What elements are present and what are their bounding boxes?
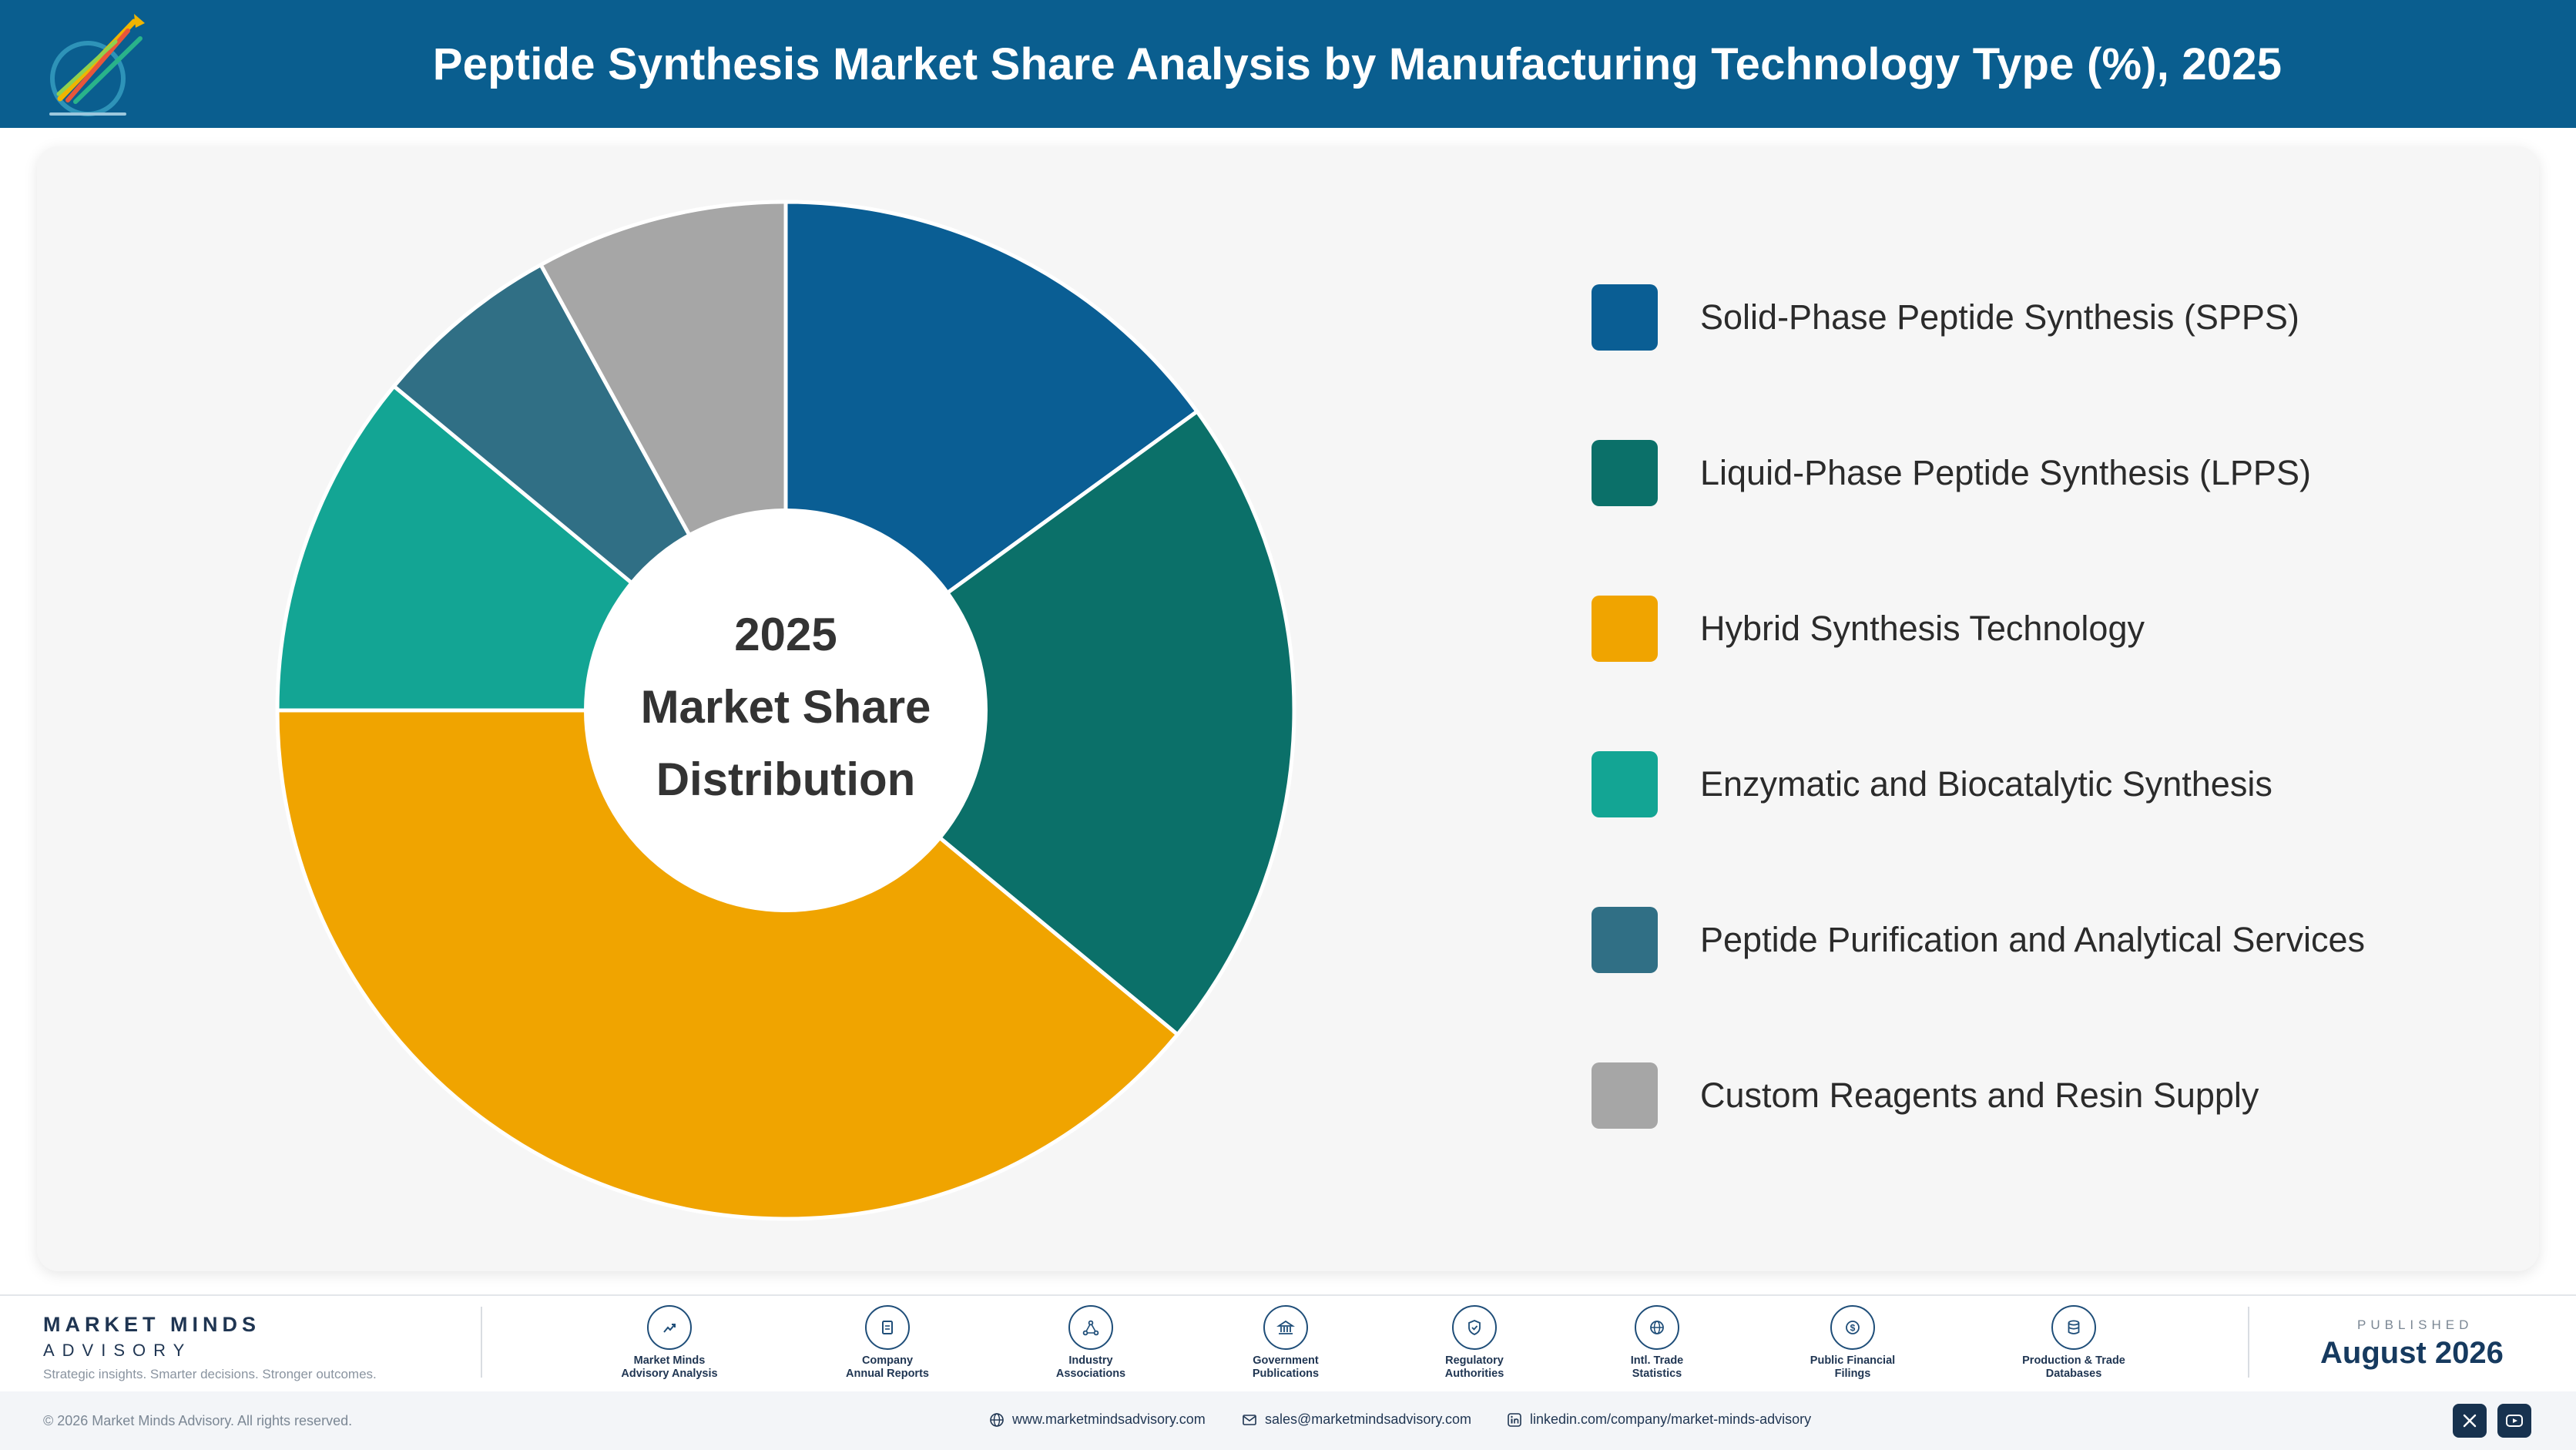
brand-tagline: Strategic insights. Smarter decisions. S…: [43, 1367, 377, 1381]
linkedin-icon: [1508, 1412, 1521, 1427]
shield-icon: [1452, 1305, 1497, 1350]
linkedin-text: linkedin.com/company/market-minds-adviso…: [1530, 1411, 1812, 1427]
legend-label: Peptide Purification and Analytical Serv…: [1700, 920, 2365, 959]
center-text-line-0: 2025: [734, 609, 837, 660]
legend-label: Custom Reagents and Resin Supply: [1700, 1076, 2259, 1115]
legend-item-4: Peptide Purification and Analytical Serv…: [1592, 905, 2365, 975]
legend-item-0: Solid-Phase Peptide Synthesis (SPPS): [1592, 283, 2299, 352]
x-social-button[interactable]: [2453, 1404, 2487, 1438]
donut-chart: 2025 Market Share Distribution: [275, 200, 1296, 1221]
source-label: Industry Associations: [1055, 1354, 1126, 1380]
globe-icon: [1635, 1305, 1679, 1350]
trend-icon: [647, 1305, 692, 1350]
footer-contact-bar: © 2026 Market Minds Advisory. All rights…: [0, 1391, 2576, 1450]
source-item-1: Company Annual Reports: [810, 1305, 964, 1381]
source-label: Government Publications: [1252, 1354, 1320, 1380]
footer-sources-bar: MARKET MINDS ADVISORY Strategic insights…: [0, 1294, 2576, 1390]
donut-hole: [584, 509, 988, 912]
legend-item-3: Enzymatic and Biocatalytic Synthesis: [1592, 750, 2272, 819]
published-date: August 2026: [2320, 1336, 2504, 1370]
legend-label: Enzymatic and Biocatalytic Synthesis: [1700, 764, 2272, 804]
market-minds-logo: [49, 14, 145, 116]
center-text-line-2: Distribution: [656, 754, 916, 805]
linkedin-link[interactable]: linkedin.com/company/market-minds-adviso…: [1507, 1411, 1811, 1428]
source-item-6: $ Public Financial Filings: [1776, 1305, 1930, 1381]
source-item-5: Intl. Trade Statistics: [1580, 1305, 1734, 1381]
legend-swatch: [1592, 907, 1658, 973]
divider: [481, 1307, 482, 1378]
legend-label: Solid-Phase Peptide Synthesis (SPPS): [1700, 297, 2299, 337]
legend-swatch: [1592, 1062, 1658, 1129]
legend-item-2: Hybrid Synthesis Technology: [1592, 594, 2145, 663]
network-icon: [1068, 1305, 1113, 1350]
center-text-line-1: Market Share: [641, 681, 931, 733]
pie-slice-1[interactable]: [783, 409, 1296, 1037]
source-item-4: Regulatory Authorities: [1397, 1305, 1551, 1381]
source-label: Intl. Trade Statistics: [1630, 1354, 1684, 1380]
legend-item-5: Custom Reagents and Resin Supply: [1592, 1061, 2259, 1130]
source-item-7: Production & Trade Databases: [1997, 1305, 2151, 1381]
database-icon: [2051, 1305, 2096, 1350]
source-label: Public Financial Filings: [1810, 1354, 1896, 1380]
mail-icon: [1243, 1414, 1256, 1425]
x-icon: [2463, 1414, 2477, 1428]
youtube-social-button[interactable]: [2497, 1404, 2531, 1438]
dollar-icon: $: [1830, 1305, 1875, 1350]
legend-item-1: Liquid-Phase Peptide Synthesis (LPPS): [1592, 438, 2311, 508]
page-title: Peptide Synthesis Market Share Analysis …: [432, 39, 2283, 89]
svg-text:$: $: [1850, 1323, 1856, 1334]
pie-slice-2[interactable]: [275, 708, 1180, 1221]
government-icon: [1263, 1305, 1308, 1350]
source-item-2: Industry Associations: [1014, 1305, 1168, 1381]
legend-label: Hybrid Synthesis Technology: [1700, 609, 2145, 648]
legend-swatch: [1592, 751, 1658, 817]
source-item-0: Market Minds Advisory Analysis: [592, 1305, 746, 1381]
legend-label: Liquid-Phase Peptide Synthesis (LPPS): [1700, 453, 2311, 492]
email-link[interactable]: sales@marketmindsadvisory.com: [1242, 1411, 1471, 1428]
legend-swatch: [1592, 284, 1658, 351]
source-label: Company Annual Reports: [846, 1354, 929, 1380]
published-label: PUBLISHED: [2357, 1317, 2474, 1332]
source-label: Production & Trade Databases: [2022, 1354, 2125, 1380]
website-text: www.marketmindsadvisory.com: [1012, 1411, 1206, 1427]
globe-icon: [990, 1412, 1004, 1427]
chart-card: 2025 Market Share Distribution Solid-Phase…: [37, 146, 2539, 1271]
source-label: Market Minds Advisory Analysis: [621, 1354, 718, 1380]
divider: [2248, 1307, 2249, 1378]
legend-swatch: [1592, 596, 1658, 662]
email-text: sales@marketmindsadvisory.com: [1265, 1411, 1472, 1427]
source-label: Regulatory Authorities: [1444, 1354, 1504, 1380]
document-icon: [865, 1305, 910, 1350]
website-link[interactable]: www.marketmindsadvisory.com: [989, 1411, 1206, 1428]
youtube-icon: [2506, 1415, 2523, 1427]
copyright-text: © 2026 Market Minds Advisory. All rights…: [43, 1413, 353, 1428]
header-bar: Peptide Synthesis Market Share Analysis …: [0, 0, 2576, 128]
legend-swatch: [1592, 440, 1658, 506]
brand-subtitle: ADVISORY: [43, 1341, 193, 1360]
source-item-3: Government Publications: [1209, 1305, 1363, 1381]
brand-name: MARKET MINDS: [43, 1313, 260, 1336]
